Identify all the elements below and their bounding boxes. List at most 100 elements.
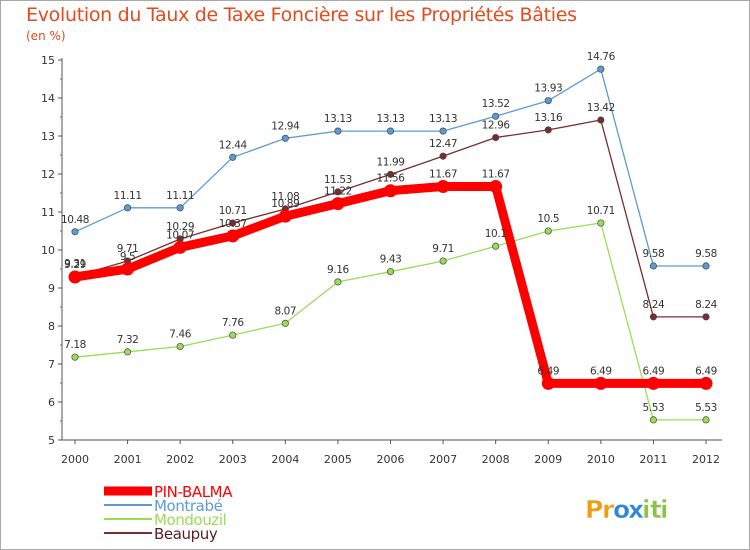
data-label: 13.13: [376, 113, 404, 125]
data-label: 7.46: [169, 329, 191, 341]
series-point: [386, 268, 395, 276]
series-point: [544, 126, 552, 134]
legend-item-pin-balma: PIN-BALMA: [104, 483, 234, 501]
data-label: 11.11: [114, 190, 142, 202]
data-label: 9.5: [120, 251, 136, 263]
data-label: 5.53: [643, 402, 665, 414]
logo-letter: i: [642, 495, 651, 524]
series-point: [597, 219, 605, 227]
data-label: 13.52: [482, 98, 510, 110]
series-point: [124, 204, 132, 212]
data-label: 9.43: [380, 254, 402, 266]
series-point: [124, 348, 132, 356]
data-label: 7.18: [64, 339, 86, 351]
series-point: [541, 376, 555, 390]
data-label: 8.07: [274, 305, 296, 317]
series-point: [702, 313, 710, 321]
series-point: [281, 319, 289, 327]
data-label: 6.49: [590, 365, 612, 377]
x-tick-label: 2001: [114, 453, 142, 466]
data-label: 12.47: [429, 138, 457, 150]
data-label: 11.08: [271, 191, 299, 203]
data-label: 11.56: [376, 173, 405, 185]
y-tick-label: 8: [48, 320, 55, 333]
data-label: 10.07: [166, 229, 194, 241]
data-label: 9.31: [64, 258, 86, 270]
data-label: 9.16: [327, 264, 349, 276]
data-label: 13.13: [429, 113, 457, 125]
data-label: 9.58: [695, 248, 717, 260]
data-label: 8.24: [695, 299, 717, 311]
series-point: [334, 127, 342, 135]
series-montrabé: [71, 65, 710, 270]
legend-item-beaupuy: Beaupuy: [104, 525, 218, 543]
x-tick-label: 2010: [587, 453, 615, 466]
x-tick-label: 2007: [429, 453, 457, 466]
chart-title: Evolution du Taux de Taxe Foncière sur l…: [26, 4, 577, 26]
series-point: [278, 209, 292, 223]
series-point: [386, 170, 395, 178]
y-tick-label: 9: [48, 282, 55, 295]
y-tick-label: 10: [41, 244, 55, 257]
series-point: [699, 376, 713, 390]
data-label: 10.71: [587, 205, 615, 217]
x-tick-label: 2006: [377, 453, 405, 466]
logo-letter: i: [660, 495, 669, 524]
series-point: [649, 313, 657, 321]
series-point: [597, 65, 605, 73]
legend-label: Mondouzil: [154, 511, 226, 529]
y-tick-label: 7: [48, 358, 55, 371]
series-point: [226, 229, 240, 243]
series-point: [492, 112, 500, 120]
chart-series-lines: [68, 65, 713, 424]
data-label: 9.58: [643, 248, 665, 260]
series-point: [646, 376, 660, 390]
series-point: [384, 184, 397, 198]
chart-data-labels: 9.29 9.5 10.07 10.37 10.89 11.22 11.56 11.67 11.…: [61, 51, 718, 414]
series-point: [702, 416, 710, 424]
data-label: 11.99: [376, 156, 404, 168]
y-tick-label: 11: [41, 206, 55, 219]
series-point: [436, 180, 450, 194]
legend-item-mondouzil: Mondouzil: [104, 511, 227, 529]
data-label: 6.49: [695, 365, 717, 377]
data-label: 11.67: [482, 169, 510, 181]
series-point: [176, 342, 184, 351]
data-label: 8.24: [643, 299, 665, 311]
y-tick-label: 12: [41, 168, 55, 181]
logo-letter: P: [585, 495, 603, 524]
data-label: 9.29: [64, 259, 86, 271]
series-point: [702, 262, 710, 270]
series-point: [121, 262, 135, 276]
x-tick-label: 2003: [219, 453, 247, 466]
series-point: [649, 416, 657, 424]
data-label: 10.1: [485, 228, 507, 240]
legend-label: PIN-BALMA: [154, 483, 233, 501]
y-tick-label: 14: [41, 92, 55, 105]
data-label: 7.76: [222, 317, 244, 329]
series-point: [439, 257, 447, 265]
series-point: [649, 262, 657, 270]
data-label: 13.42: [587, 102, 615, 114]
y-axis-unit-label: (en %): [26, 29, 66, 43]
data-label: 10.89: [271, 198, 299, 210]
data-label: 12.94: [271, 120, 300, 132]
series-point: [439, 127, 447, 135]
y-tick-label: 13: [41, 130, 55, 143]
series-point: [489, 180, 503, 194]
data-label: 10.37: [219, 218, 247, 230]
series-mondouzil: [71, 219, 710, 424]
series-point: [492, 133, 500, 142]
data-label: 13.13: [324, 113, 352, 125]
data-label: 9.71: [432, 243, 454, 255]
logo-letter: o: [613, 495, 630, 524]
data-label: 11.11: [166, 190, 194, 202]
series-point: [334, 278, 342, 286]
chart-axes: 5 6 7 8 9 10 11 12 13 14 15 2000 2001 2002 2003 2004 200…: [41, 54, 722, 466]
series-point: [229, 331, 237, 339]
data-label: 10.29: [166, 221, 194, 233]
series-point: [281, 134, 289, 142]
x-tick-label: 2008: [482, 453, 510, 466]
series-point: [71, 228, 79, 236]
